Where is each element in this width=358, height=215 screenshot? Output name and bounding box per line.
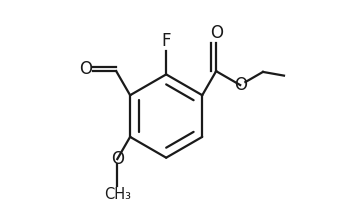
Text: CH₃: CH₃ (104, 187, 131, 202)
Text: O: O (234, 76, 247, 94)
Text: O: O (111, 150, 124, 168)
Text: F: F (161, 32, 171, 50)
Text: O: O (79, 60, 92, 78)
Text: O: O (210, 24, 223, 42)
